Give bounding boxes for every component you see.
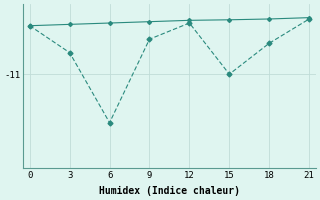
X-axis label: Humidex (Indice chaleur): Humidex (Indice chaleur) [99,186,240,196]
